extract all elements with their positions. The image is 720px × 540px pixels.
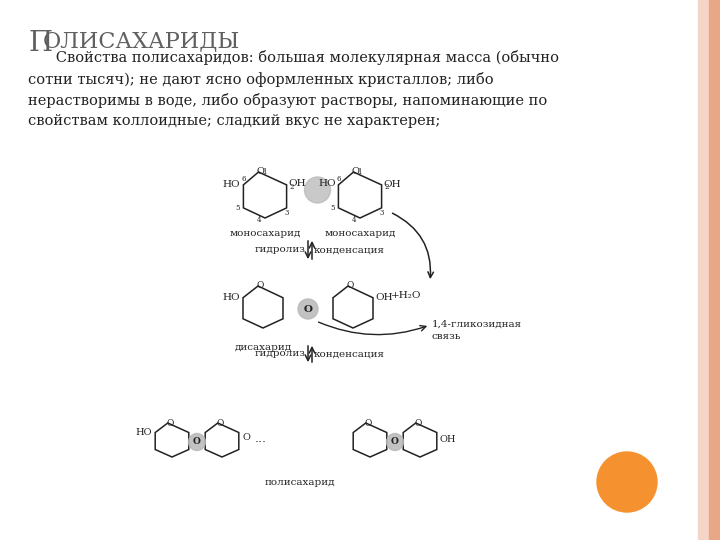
Text: гидролиз: гидролиз (255, 349, 306, 359)
Text: ОЛИСАХАРИДЫ: ОЛИСАХАРИДЫ (43, 30, 240, 52)
Text: 6: 6 (241, 175, 246, 183)
Circle shape (298, 299, 318, 319)
Text: моносахарид: моносахарид (229, 230, 301, 239)
Text: 4: 4 (352, 216, 356, 224)
Text: O: O (364, 418, 372, 428)
Text: 1: 1 (357, 168, 361, 176)
Text: O: O (243, 434, 251, 442)
Circle shape (597, 452, 657, 512)
Text: моносахарид: моносахарид (324, 230, 396, 239)
Text: 4: 4 (257, 216, 261, 224)
Text: O: O (351, 167, 359, 177)
Text: O: O (166, 418, 174, 428)
Text: ...: ... (255, 431, 267, 444)
Bar (698, 0, 712, 540)
Bar (709, 0, 720, 540)
Text: конденсация: конденсация (314, 349, 385, 359)
Text: П: П (28, 30, 52, 57)
Text: O: O (256, 167, 264, 177)
Text: O: O (193, 437, 201, 447)
Circle shape (387, 434, 403, 450)
Text: O: O (414, 418, 421, 428)
Text: 6: 6 (336, 175, 341, 183)
Text: 2: 2 (384, 183, 389, 191)
Text: полисахарид: полисахарид (265, 478, 336, 487)
Text: O: O (256, 281, 264, 291)
Text: гидролиз: гидролиз (255, 246, 306, 254)
Text: 5: 5 (235, 204, 240, 212)
Text: O: O (346, 281, 354, 291)
Text: O: O (216, 418, 223, 428)
Text: дисахарид: дисахарид (235, 343, 292, 352)
Text: O: O (304, 305, 312, 314)
Text: OH: OH (289, 179, 306, 188)
Text: HO: HO (319, 179, 336, 188)
Circle shape (189, 434, 205, 450)
Text: +H₂O: +H₂O (391, 291, 421, 300)
Text: 5: 5 (330, 204, 335, 212)
Text: конденсация: конденсация (314, 246, 385, 254)
Text: Свойства полисахаридов: большая молекулярная масса (обычно
сотни тысяч); не дают: Свойства полисахаридов: большая молекуля… (28, 50, 559, 128)
Text: 3: 3 (284, 209, 289, 217)
Text: 2: 2 (289, 183, 294, 191)
Circle shape (305, 177, 330, 203)
Text: O: O (391, 437, 399, 447)
Text: HO: HO (222, 180, 240, 190)
Text: 1,4-гликозидная
связь: 1,4-гликозидная связь (432, 320, 522, 341)
Text: OH: OH (384, 180, 401, 190)
Text: HO: HO (222, 293, 240, 302)
Text: OH: OH (440, 435, 456, 444)
Text: 3: 3 (379, 209, 384, 217)
Text: OH: OH (375, 293, 392, 302)
Text: 1: 1 (262, 168, 267, 176)
Text: HO: HO (135, 428, 152, 437)
